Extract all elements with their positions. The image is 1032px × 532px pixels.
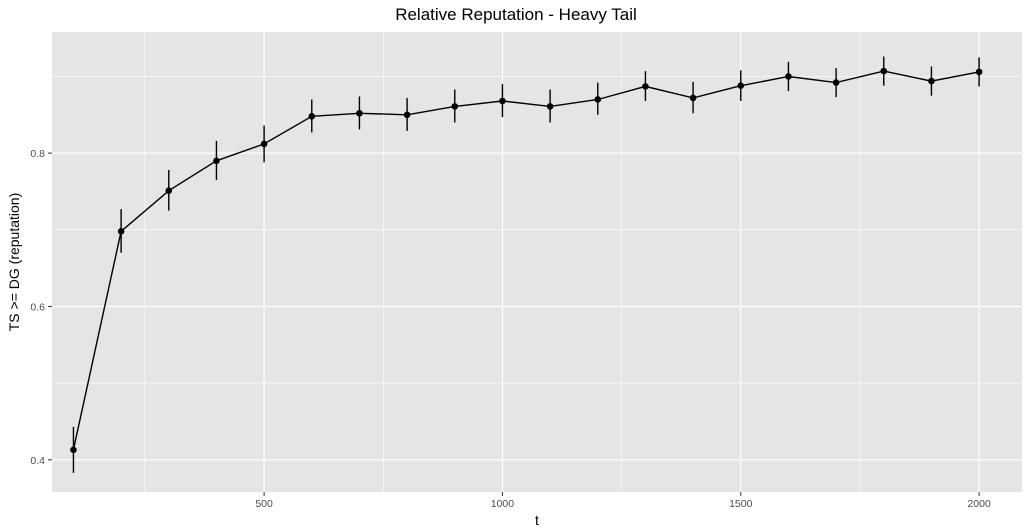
y-tick-label: 0.6: [30, 301, 45, 313]
x-tick-label: 500: [255, 498, 273, 510]
x-tick-labels: 500 1000 1500 2000: [255, 498, 991, 510]
data-point: [880, 67, 888, 75]
data-point: [403, 111, 411, 119]
data-point: [594, 96, 602, 103]
data-points: [70, 67, 983, 454]
data-point: [213, 157, 220, 165]
data-point: [928, 77, 935, 85]
x-axis-title: t: [535, 512, 539, 528]
y-axis-title: TS >= DG (reputation): [6, 193, 22, 332]
x-tick-label: 2000: [967, 498, 991, 510]
chart-title: Relative Reputation - Heavy Tail: [395, 5, 637, 24]
data-point: [785, 73, 792, 80]
data-point: [117, 228, 125, 235]
y-tick-label: 0.8: [30, 148, 45, 160]
data-point: [642, 83, 649, 90]
axis-ticks: [48, 152, 980, 496]
series-line: [72, 70, 980, 450]
data-point: [689, 94, 697, 102]
x-tick-label: 1500: [729, 498, 753, 510]
data-point: [499, 97, 506, 105]
data-point: [70, 446, 77, 454]
data-point: [356, 109, 363, 117]
data-point: [832, 79, 840, 86]
data-point: [260, 140, 268, 148]
plot-panel: [52, 32, 1022, 492]
data-point: [975, 68, 983, 76]
data-point: [308, 113, 316, 120]
data-point: [451, 103, 459, 110]
data-point: [546, 103, 554, 110]
x-tick-label: 1000: [491, 498, 515, 510]
data-point: [737, 82, 745, 89]
y-tick-label: 0.4: [30, 455, 45, 467]
y-tick-labels: 0.4 0.6 0.8: [30, 148, 45, 467]
data-point: [165, 187, 173, 194]
